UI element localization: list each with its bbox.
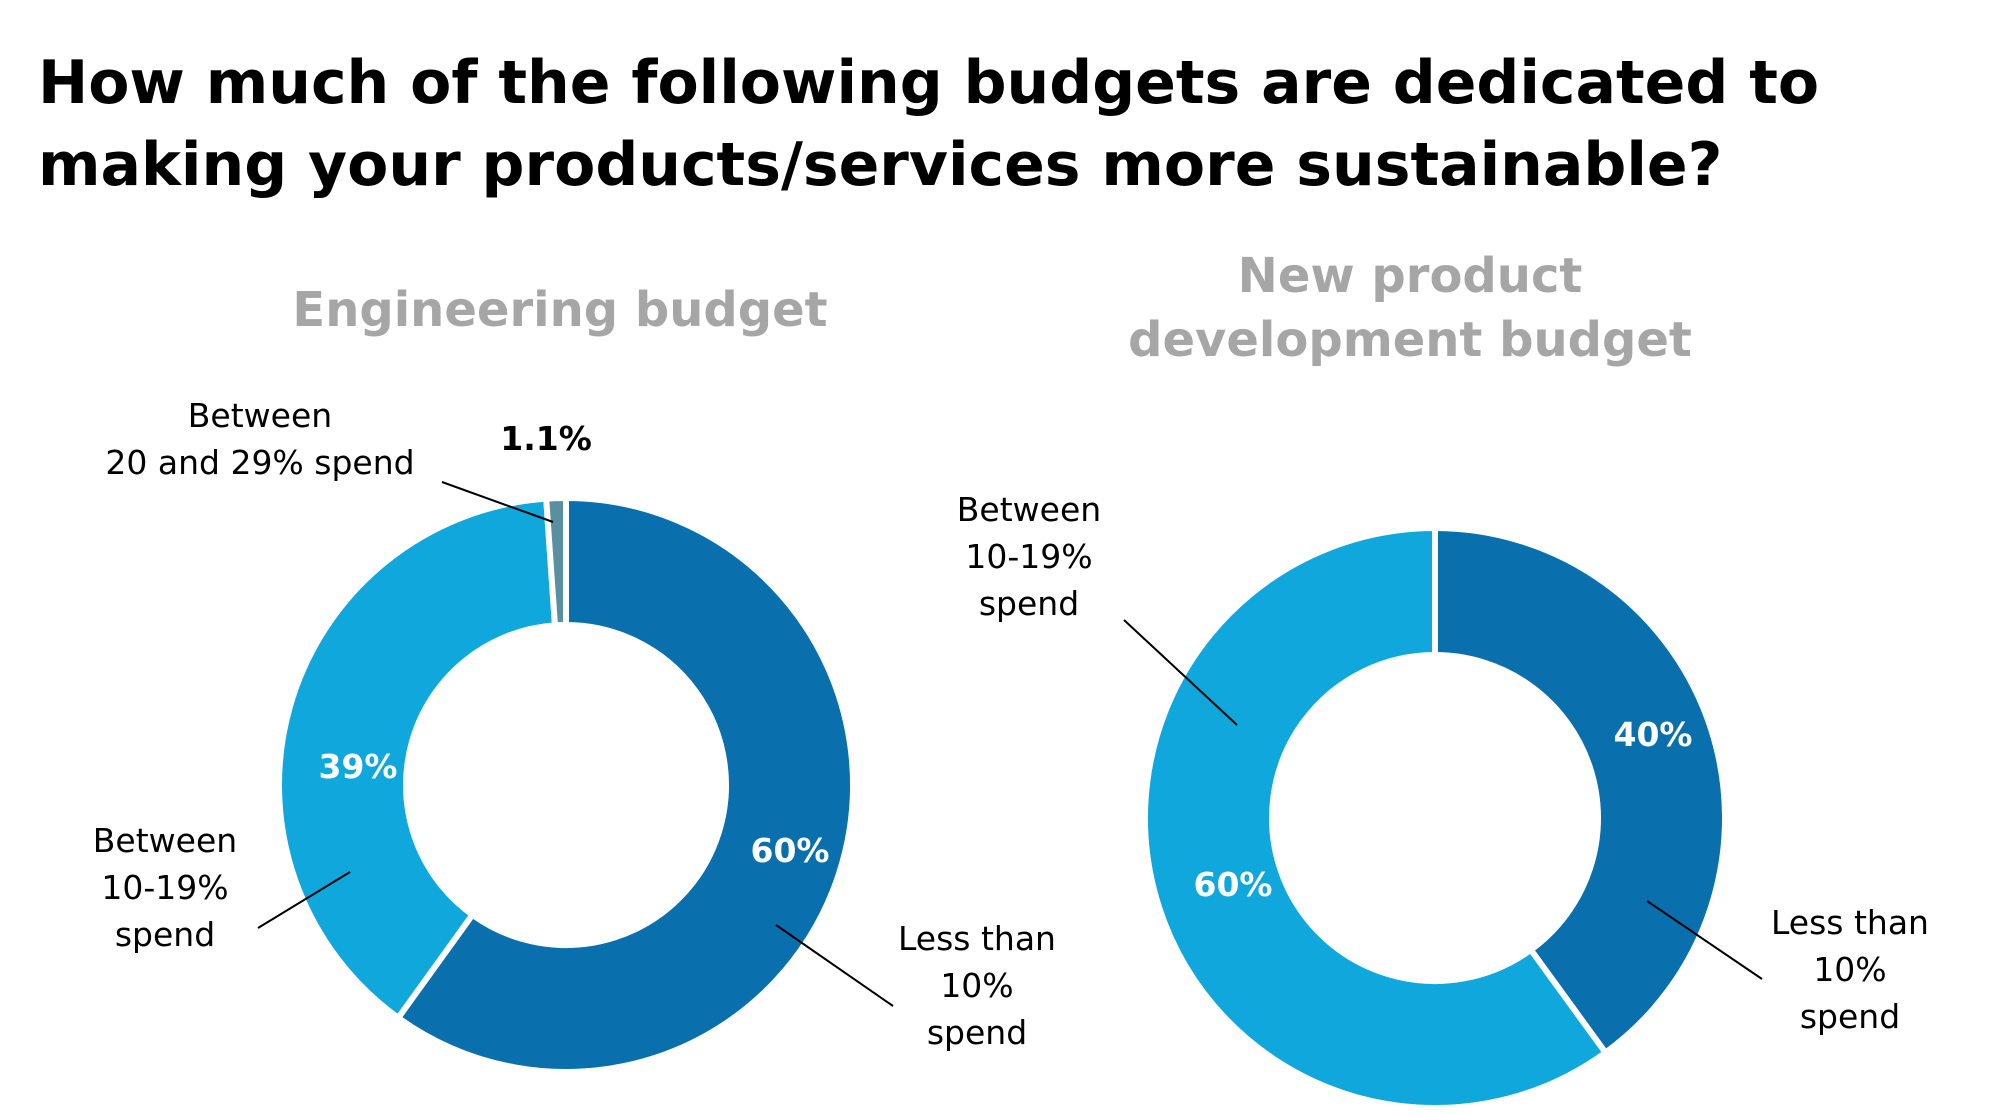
category-label-line: 10-19% (101, 868, 228, 907)
donut-slice (1142, 524, 1610, 1111)
category-label: Between 10-19% spend (93, 821, 237, 954)
leader-line (257, 871, 351, 929)
category-label: Less than 10% spend (898, 919, 1056, 1052)
value-label: 40% (1614, 715, 1693, 754)
donut-chart-new-product-development: 40% Less than 10% spend 60% Between 10-19% spen… (957, 490, 1929, 1111)
chart-title-new-product-development: New product development budget (1100, 244, 1720, 372)
leader-line (441, 481, 554, 523)
donut-slice (543, 494, 569, 629)
leader-line (1123, 619, 1238, 726)
donut-slice (393, 494, 856, 1075)
value-label: 60% (751, 831, 830, 870)
category-label-line: 10% (1813, 950, 1886, 989)
category-label-line: spend (1800, 997, 1900, 1036)
category-label: Less than 10% spend (1771, 903, 1929, 1036)
category-label-line: Less than (898, 919, 1056, 958)
category-label-line: 20 and 29% spend (105, 443, 414, 482)
category-label-line: Between (93, 821, 237, 860)
value-label: 60% (1194, 865, 1273, 904)
category-label-line: spend (979, 584, 1079, 623)
page-title: How much of the following budgets are de… (38, 48, 1820, 200)
chart-title-engineering: Engineering budget (292, 282, 828, 338)
category-label-line: Between (188, 396, 332, 435)
category-label-line: spend (927, 1013, 1027, 1052)
value-label: 39% (319, 747, 398, 786)
category-label-line: 10% (940, 966, 1013, 1005)
category-label-line: 10-19% (965, 537, 1092, 576)
category-label-line: spend (115, 915, 215, 954)
donut-slice (1432, 524, 1728, 1057)
donut-chart-engineering: 60% Less than 10% spend 39% Between 10-19% spen… (93, 396, 1056, 1075)
category-label: Between 20 and 29% spend (105, 396, 414, 482)
leader-line (1646, 900, 1763, 980)
category-label-line: Between (957, 490, 1101, 529)
leader-line (775, 924, 894, 1007)
chart-title-line: development budget (1128, 312, 1692, 368)
chart-title-line: New product (1237, 248, 1583, 304)
donut-slice (276, 495, 559, 1023)
category-label: Between 10-19% spend (957, 490, 1101, 623)
value-label: 1.1% (500, 419, 592, 458)
category-label-line: Less than (1771, 903, 1929, 942)
